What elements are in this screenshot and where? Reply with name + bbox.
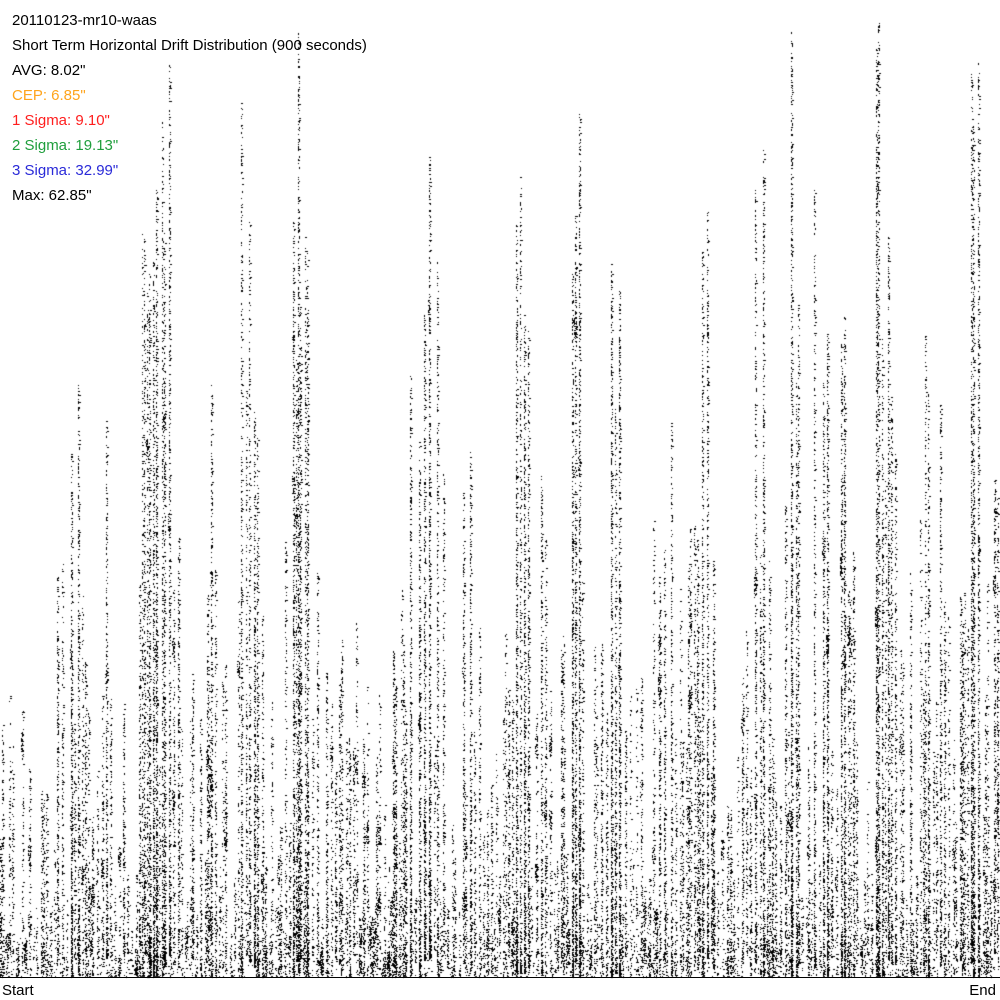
stat-cep: CEP: 6.85" (12, 87, 86, 104)
stat-3sigma: 3 Sigma: 32.99" (12, 162, 119, 179)
stat-1sigma: 1 Sigma: 9.10" (12, 112, 110, 129)
x-axis-start-label: Start (2, 982, 34, 999)
plot-title: 20110123-mr10-waas (12, 12, 157, 29)
x-axis-end-label: End (969, 982, 996, 999)
plot-subtitle: Short Term Horizontal Drift Distribution… (12, 37, 367, 54)
x-axis-line (0, 977, 1000, 978)
stats-block: 20110123-mr10-waas Short Term Horizontal… (12, 8, 367, 208)
stat-2sigma: 2 Sigma: 19.13" (12, 137, 119, 154)
stat-max: Max: 62.85" (12, 187, 92, 204)
stat-avg: AVG: 8.02" (12, 62, 86, 79)
